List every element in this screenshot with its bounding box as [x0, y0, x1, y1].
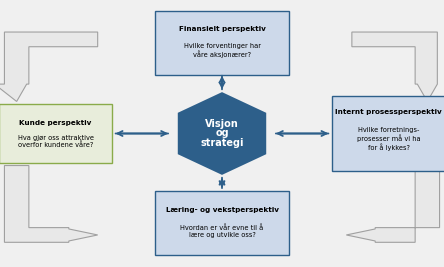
Polygon shape: [178, 92, 266, 175]
Text: Visjon: Visjon: [205, 119, 239, 129]
Text: Hva gjør oss attraktive
overfor kundene våre?: Hva gjør oss attraktive overfor kundene …: [17, 135, 94, 148]
Text: strategi: strategi: [200, 138, 244, 148]
FancyBboxPatch shape: [0, 104, 112, 163]
Text: Hvordan er vår evne til å
lære og utvikle oss?: Hvordan er vår evne til å lære og utvikl…: [180, 224, 264, 238]
Text: Kunde perspektiv: Kunde perspektiv: [19, 120, 92, 126]
Text: Finansielt perspektiv: Finansielt perspektiv: [178, 26, 266, 32]
Polygon shape: [0, 32, 98, 101]
Text: Internt prosessperspektiv: Internt prosessperspektiv: [335, 109, 442, 115]
Text: Hvilke forventinger har
våre aksjonærer?: Hvilke forventinger har våre aksjonærer?: [183, 43, 261, 58]
FancyBboxPatch shape: [155, 191, 289, 255]
Text: Hvilke forretnings-
prosesser må vi ha
for å lykkes?: Hvilke forretnings- prosesser må vi ha f…: [357, 127, 420, 151]
Polygon shape: [346, 166, 440, 242]
Polygon shape: [352, 32, 437, 101]
Text: Læring- og vekstperspektiv: Læring- og vekstperspektiv: [166, 207, 278, 213]
FancyBboxPatch shape: [332, 96, 444, 171]
FancyBboxPatch shape: [155, 11, 289, 75]
Polygon shape: [4, 166, 98, 242]
Text: og: og: [215, 128, 229, 139]
